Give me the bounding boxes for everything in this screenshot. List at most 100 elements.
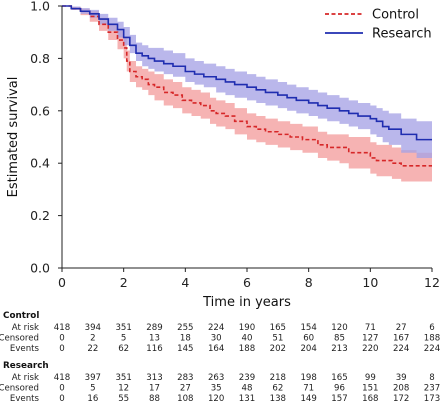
risk-cell-research: 27 [180,384,191,394]
risk-cell-control: 120 [331,323,347,333]
risk-cell-control: 71 [365,323,376,333]
risk-cell-research: 5 [90,384,95,394]
risk-cell-control: 30 [211,334,222,344]
risk-cell-control: 27 [396,323,407,333]
risk-cell-control: 60 [303,334,314,344]
risk-cell-control: 351 [115,323,131,333]
legend-label-control: Control [372,8,419,23]
research-survival-line [62,5,432,141]
control-confidence-band [62,6,432,182]
risk-cell-control: 224 [208,323,224,333]
risk-cell-research: 0 [59,394,64,404]
risk-cell-control: 62 [118,344,129,354]
risk-cell-research: 397 [85,373,101,383]
risk-row-label: Events [10,344,40,354]
risk-cell-control: 116 [146,344,162,354]
risk-cell-research: 263 [208,373,224,383]
confidence-bands [62,6,432,182]
risk-cell-control: 204 [300,344,316,354]
risk-cell-control: 255 [177,323,193,333]
risk-cell-control: 394 [85,323,101,333]
risk-cell-control: 220 [362,344,378,354]
control-survival-line [62,5,432,167]
risk-row-label: Censored [0,334,39,344]
x-tick-label: 4 [181,275,189,290]
risk-cell-research: 120 [208,394,224,404]
risk-cell-research: 48 [242,384,253,394]
risk-cell-control: 167 [393,334,409,344]
risk-cell-research: 108 [177,394,193,404]
x-tick-label: 10 [362,275,378,290]
risk-cell-control: 127 [362,334,378,344]
y-axis-title: Estimated survival [6,77,21,198]
risk-cell-control: 190 [239,323,255,333]
risk-cell-control: 289 [146,323,162,333]
risk-cell-control: 164 [208,344,224,354]
y-tick-label: 0.2 [30,208,50,223]
risk-cell-research: 62 [272,384,283,394]
risk-cell-control: 145 [177,344,193,354]
risk-cell-research: 39 [396,373,407,383]
risk-cell-control: 188 [239,344,255,354]
risk-cell-control: 13 [149,334,160,344]
risk-cell-control: 0 [59,344,64,354]
y-tick-label: 0.6 [30,103,50,118]
risk-cell-research: 283 [177,373,193,383]
risk-row-label: At risk [12,323,39,333]
survival-lines [62,5,432,167]
risk-cell-control: 40 [242,334,253,344]
risk-cell-research: 237 [424,384,440,394]
axes: 0 2 4 6 8 10 12 0.0 0.2 0.4 0.6 0.8 1.0 [30,0,440,290]
risk-cell-control: 418 [54,323,70,333]
risk-cell-control: 51 [272,334,283,344]
risk-cell-control: 22 [87,344,98,354]
y-tick-label: 0.8 [30,51,50,66]
risk-cell-research: 168 [362,394,378,404]
risk-cell-research: 313 [146,373,162,383]
x-axis-title: Time in years [202,295,291,310]
x-tick-label: 6 [243,275,251,290]
risk-cell-control: 202 [270,344,286,354]
risk-cell-control: 85 [334,334,345,344]
y-tick-label: 0.0 [30,261,50,276]
legend: Control Research [325,8,432,42]
risk-cell-research: 157 [331,394,347,404]
risk-cell-research: 351 [115,373,131,383]
risk-cell-research: 172 [393,394,409,404]
risk-cell-research: 198 [300,373,316,383]
risk-cell-research: 0 [59,384,64,394]
risk-cell-control: 0 [59,334,64,344]
risk-cell-control: 6 [429,323,434,333]
risk-cell-research: 35 [211,384,222,394]
risk-cell-research: 151 [362,384,378,394]
risk-cell-control: 224 [424,344,440,354]
risk-cell-control: 213 [331,344,347,354]
risk-cell-research: 149 [300,394,316,404]
risk-group-title-research: Research [3,361,49,371]
risk-cell-research: 55 [118,394,129,404]
risk-cell-research: 173 [424,394,440,404]
research-confidence-band [62,6,432,158]
risk-cell-control: 154 [300,323,316,333]
risk-cell-research: 8 [429,373,434,383]
risk-cell-research: 16 [87,394,98,404]
risk-cell-control: 2 [90,334,95,344]
risk-row-label: At risk [12,373,39,383]
risk-cell-research: 88 [149,394,160,404]
y-tick-label: 1.0 [30,0,50,14]
x-tick-label: 2 [120,275,128,290]
risk-cell-research: 71 [303,384,314,394]
risk-cell-research: 208 [393,384,409,394]
risk-cell-research: 165 [331,373,347,383]
risk-cell-research: 131 [239,394,255,404]
risk-cell-research: 138 [270,394,286,404]
risk-row-label: Events [10,394,40,404]
risk-row-label: Censored [0,384,39,394]
risk-cell-research: 17 [149,384,160,394]
risk-cell-control: 188 [424,334,440,344]
legend-label-research: Research [372,27,432,42]
risk-cell-control: 224 [393,344,409,354]
risk-cell-research: 418 [54,373,70,383]
y-tick-label: 0.4 [30,156,50,171]
